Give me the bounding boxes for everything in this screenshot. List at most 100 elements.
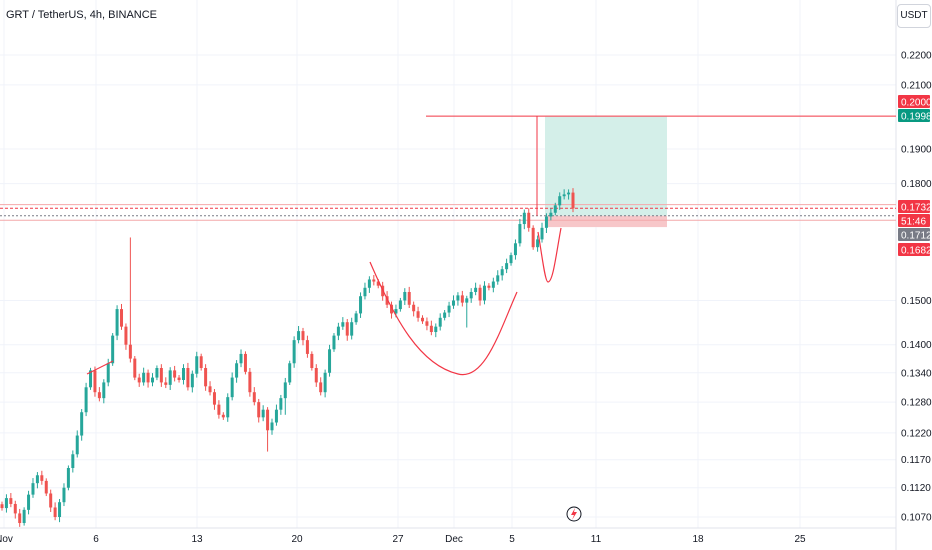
- candle-body: [75, 435, 79, 455]
- candle-body: [53, 507, 57, 517]
- candle-body: [531, 227, 535, 248]
- price-tag-label: 0.2000: [901, 98, 932, 109]
- price-tick-label: 0.1900: [901, 144, 932, 155]
- candle-body: [522, 212, 526, 225]
- candle-body: [553, 205, 557, 213]
- candle-body: [230, 377, 234, 398]
- candle-body: [199, 356, 203, 369]
- candle-body: [394, 309, 398, 314]
- candle-body: [204, 368, 208, 387]
- price-tick-label: 0.2200: [901, 51, 932, 62]
- candle-body: [27, 494, 31, 510]
- candle-body: [58, 502, 62, 517]
- candle-body: [500, 269, 504, 276]
- currency-button[interactable]: USDT: [897, 4, 931, 28]
- candle-body: [274, 409, 278, 423]
- candle-body: [505, 263, 509, 270]
- candle-body: [252, 392, 256, 403]
- price-tag: [898, 243, 930, 256]
- price-tick-label: 0.1400: [901, 340, 932, 351]
- candle-body: [434, 326, 438, 333]
- candle-body: [390, 304, 394, 314]
- candle-body: [40, 475, 44, 481]
- candle-body: [558, 196, 562, 206]
- candle-body: [279, 398, 283, 410]
- time-tick-label: Dec: [445, 534, 463, 545]
- candle-body: [359, 296, 363, 314]
- candle-body: [44, 480, 48, 494]
- candle-body: [509, 255, 513, 264]
- candle-body: [451, 300, 455, 306]
- candle-body: [261, 409, 265, 418]
- candle-body: [323, 372, 327, 393]
- time-tick-label: 6: [93, 534, 99, 545]
- candle-body: [270, 422, 274, 431]
- price-tag: [898, 228, 930, 241]
- candle-body: [177, 377, 181, 380]
- candle-body: [84, 387, 88, 413]
- time-tick-label: 5: [509, 534, 515, 545]
- candle-body: [195, 356, 199, 374]
- candle-body: [310, 353, 314, 369]
- candle-body: [80, 412, 84, 436]
- candle-body: [243, 353, 247, 372]
- time-tick-label: Nov: [0, 534, 13, 545]
- price-tag: [898, 214, 930, 227]
- price-tag: [898, 95, 930, 108]
- candle-body: [341, 322, 345, 327]
- lightning-bolt-icon: [571, 508, 577, 520]
- candle-body: [567, 192, 571, 195]
- candle-body: [120, 309, 124, 327]
- time-tick-label: 27: [392, 534, 404, 545]
- candle-body: [235, 363, 239, 378]
- candle-body: [482, 285, 486, 301]
- candle-body: [137, 377, 141, 383]
- candle-body: [319, 382, 323, 393]
- candle-body: [350, 322, 354, 336]
- candle-body: [226, 397, 230, 418]
- time-tick-label: 13: [191, 534, 203, 545]
- price-tag-label: 0.1998: [901, 112, 932, 123]
- candle-body: [562, 194, 566, 197]
- price-tick-label: 0.1500: [901, 296, 932, 307]
- candle-body: [181, 368, 185, 380]
- candle-body: [111, 335, 115, 364]
- candle-body: [540, 227, 544, 240]
- candle-body: [66, 468, 70, 488]
- time-tick-label: 18: [692, 534, 704, 545]
- price-tick-label: 0.1070: [901, 513, 932, 524]
- candle-body: [208, 386, 212, 393]
- candle-body: [487, 285, 491, 288]
- price-tick-label: 0.1280: [901, 398, 932, 409]
- candle-body: [186, 368, 190, 388]
- candle-body: [478, 287, 482, 301]
- candle-body: [443, 312, 447, 318]
- candle-body: [367, 279, 371, 288]
- price-tick-label: 0.2100: [901, 80, 932, 91]
- profit-zone: [545, 116, 667, 216]
- candle-body: [124, 326, 128, 345]
- candle-body: [0, 504, 4, 509]
- candle-body: [527, 212, 531, 228]
- candle-body: [314, 368, 318, 383]
- candle-body: [354, 313, 358, 323]
- time-tick-label: 25: [794, 534, 806, 545]
- candle-body: [465, 298, 469, 303]
- candle-body: [168, 370, 172, 385]
- price-tag-label: 0.1712: [901, 231, 932, 242]
- candle-body: [18, 513, 22, 524]
- candle-body: [416, 311, 420, 318]
- candle-body: [283, 382, 287, 399]
- candle-body: [363, 287, 367, 297]
- candle-body: [93, 370, 97, 393]
- candle-body: [403, 291, 407, 301]
- candle-body: [421, 317, 425, 322]
- candle-body: [336, 326, 340, 336]
- candle-body: [49, 493, 53, 508]
- candle-body: [288, 363, 292, 383]
- candle-body: [328, 349, 332, 373]
- candle-body: [221, 414, 225, 418]
- candle-body: [31, 483, 35, 495]
- candle-body: [496, 275, 500, 282]
